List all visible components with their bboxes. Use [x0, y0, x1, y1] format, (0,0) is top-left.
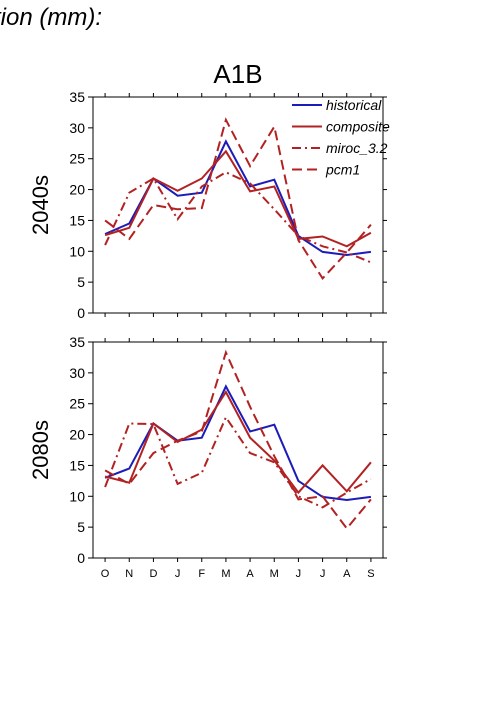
legend-entry-label: historical: [326, 97, 382, 113]
x-tick-label: M: [270, 568, 279, 580]
x-tick-label: S: [367, 568, 374, 580]
series-line-miroc-3-2: [104, 415, 372, 509]
series-line-historical: [104, 139, 372, 257]
x-tick-label: A: [246, 568, 254, 580]
chart-title: A1B: [213, 59, 262, 89]
y-tick-label: 10: [69, 488, 85, 504]
x-tick-label: J: [175, 568, 181, 580]
x-tick-label: M: [221, 568, 230, 580]
legend-entry-label: composite: [326, 119, 390, 135]
series-line-pcm1: [104, 117, 372, 281]
series-line-composite: [104, 390, 372, 495]
x-tick-label: J: [320, 568, 326, 580]
y-tick-label: 10: [69, 243, 85, 259]
y-tick-label: 0: [77, 550, 85, 566]
y-tick-label: 5: [77, 519, 85, 535]
x-tick-label: N: [125, 568, 133, 580]
y-tick-label: 15: [69, 457, 85, 473]
legend-entry-label: pcm1: [325, 162, 360, 178]
y-tick-label: 25: [69, 151, 85, 167]
y-tick-label: 25: [69, 396, 85, 412]
y-tick-label: 5: [77, 274, 85, 290]
x-tick-label: D: [149, 568, 157, 580]
series-line-miroc-3-2: [104, 171, 372, 264]
plot-frame: [92, 341, 384, 559]
y-tick-label: 20: [69, 182, 85, 198]
series-line-pcm1: [104, 349, 372, 531]
y-tick-label: 30: [69, 120, 85, 136]
x-tick-label: O: [101, 568, 110, 580]
y-tick-label: 30: [69, 365, 85, 381]
page-title: tion (mm):: [0, 4, 102, 31]
x-tick-label: A: [343, 568, 351, 580]
legend-entry-label: miroc_3.2: [326, 140, 388, 156]
y-tick-label: 35: [69, 334, 85, 350]
series-line-composite: [104, 149, 372, 248]
plot-frame: [92, 96, 384, 314]
y-axis-label: 2040s: [28, 175, 53, 235]
x-tick-label: J: [296, 568, 302, 580]
y-tick-label: 15: [69, 212, 85, 228]
y-tick-label: 20: [69, 427, 85, 443]
y-axis-label: 2080s: [28, 420, 53, 480]
y-tick-label: 0: [77, 305, 85, 321]
y-tick-label: 35: [69, 89, 85, 105]
x-tick-label: F: [198, 568, 205, 580]
